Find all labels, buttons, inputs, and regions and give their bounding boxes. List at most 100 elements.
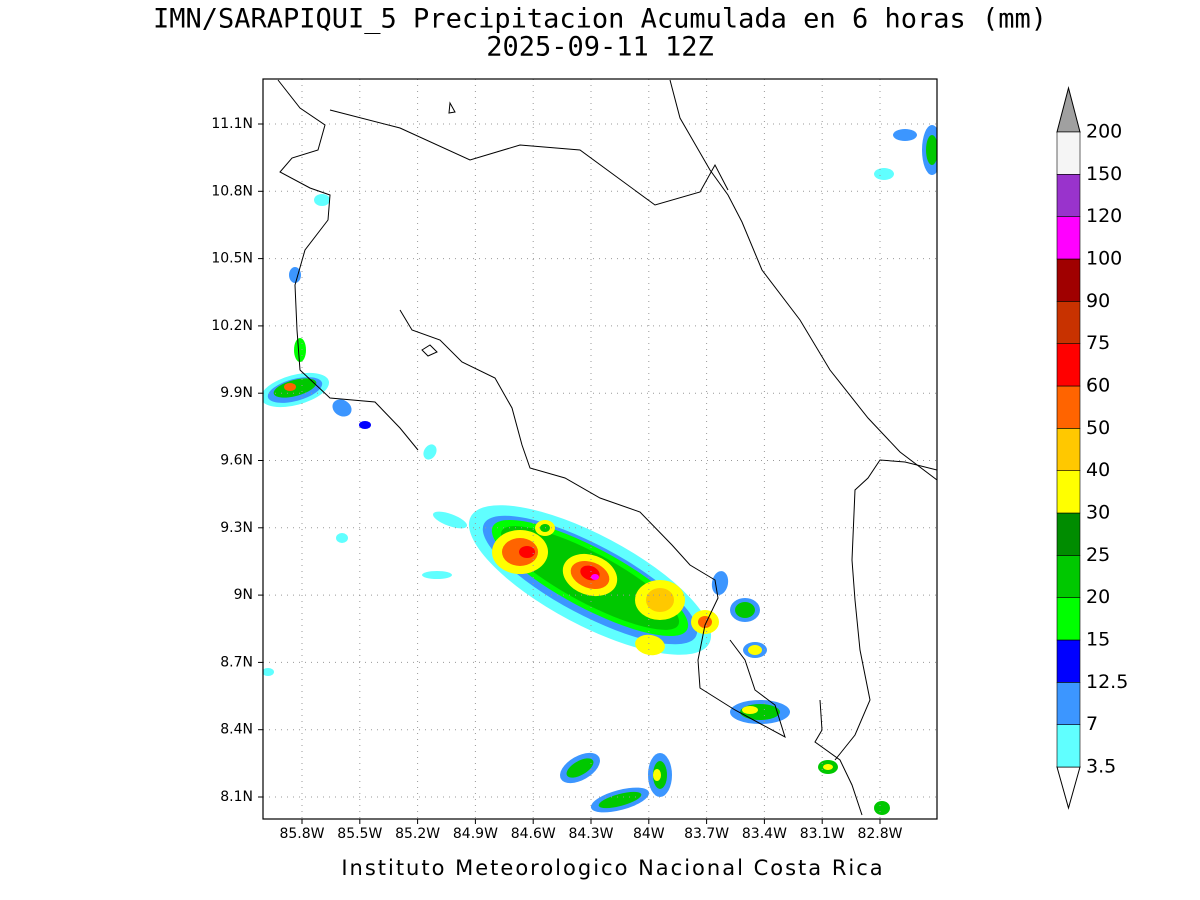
lon-label: 84W <box>633 826 665 842</box>
colorbar-segment <box>1056 428 1081 471</box>
precip-area <box>284 383 296 391</box>
colorbar-segment <box>1056 639 1081 683</box>
lat-label: 9.6N <box>220 453 253 469</box>
colorbar-below <box>1056 766 1081 810</box>
precip-area <box>748 645 762 655</box>
lat-label: 8.1N <box>220 789 253 805</box>
coastline <box>814 699 863 816</box>
colorbar-label: 120 <box>1086 205 1122 227</box>
colorbar-label: 40 <box>1086 459 1110 481</box>
colorbar-above <box>1056 86 1081 133</box>
lat-label: 9N <box>234 587 253 603</box>
colorbar-label: 50 <box>1086 417 1110 439</box>
coastline <box>834 459 937 761</box>
colorbar-segment <box>1056 682 1081 725</box>
colorbar-segment <box>1056 385 1081 429</box>
precip-area <box>289 267 301 283</box>
grid <box>258 79 937 824</box>
precip-area <box>566 758 594 778</box>
lat-label: 11.1N <box>211 116 253 132</box>
precip-area <box>314 194 330 206</box>
coastline <box>421 344 438 357</box>
precip-area <box>359 421 371 429</box>
precip-area <box>263 668 274 676</box>
precip-area <box>336 533 348 543</box>
colorbar-segment <box>1056 470 1081 514</box>
colorbar-label: 3.5 <box>1086 756 1116 778</box>
colorbar-segment <box>1056 597 1081 641</box>
colorbar-label: 200 <box>1086 121 1122 143</box>
coastlines <box>277 79 937 816</box>
lon-label: 84.6W <box>511 826 556 842</box>
lat-label: 8.4N <box>220 722 253 738</box>
lat-label: 9.9N <box>220 385 253 401</box>
coastline <box>399 309 786 739</box>
precip-area <box>698 616 712 628</box>
precip-area <box>874 801 890 815</box>
lon-label: 82.8W <box>857 826 902 842</box>
lat-label: 8.7N <box>220 654 253 670</box>
lon-label: 84.9W <box>453 826 498 842</box>
coastline <box>329 109 729 206</box>
lon-label: 83.7W <box>684 826 729 842</box>
colorbar: 3.5 7 12.5 15 20 25 30 40 50 60 75 90 100 120 150 200 <box>1056 86 1128 810</box>
precip-area <box>893 129 917 141</box>
precip-area <box>635 634 665 656</box>
precip-area <box>598 791 642 809</box>
colorbar-label: 150 <box>1086 163 1122 185</box>
colorbar-label: 100 <box>1086 248 1122 270</box>
precip-area <box>422 571 452 579</box>
colorbar-label: 20 <box>1086 586 1110 608</box>
colorbar-label: 15 <box>1086 629 1110 651</box>
colorbar-segment <box>1056 216 1081 260</box>
lat-label: 10.8N <box>211 183 253 199</box>
precip-area <box>423 444 437 460</box>
lon-label: 83.1W <box>800 826 845 842</box>
subtitle: 2025-09-11 12Z <box>486 32 714 63</box>
precip-area <box>294 338 306 362</box>
lon-label: 85.2W <box>395 826 440 842</box>
colorbar-label: 12.5 <box>1086 671 1128 693</box>
precip-area <box>519 546 535 558</box>
lat-label: 9.3N <box>220 520 253 536</box>
colorbar-segment <box>1056 555 1081 598</box>
precip-area <box>591 574 599 580</box>
precip-area <box>823 764 833 770</box>
colorbar-label: 90 <box>1086 290 1110 312</box>
colorbar-segment <box>1056 174 1081 217</box>
coastline <box>448 101 456 114</box>
colorbar-label: 60 <box>1086 375 1110 397</box>
colorbar-label: 7 <box>1086 713 1098 735</box>
lat-label: 10.5N <box>211 251 253 267</box>
precip-area <box>332 399 352 417</box>
precip-area <box>432 511 468 529</box>
precip-area <box>653 769 661 781</box>
precipitation-field <box>263 125 937 815</box>
precip-area <box>926 135 937 165</box>
precip-area <box>711 571 729 595</box>
precip-area <box>646 588 674 612</box>
precip-area <box>742 706 758 714</box>
lon-label: 85.5W <box>337 826 382 842</box>
colorbar-label: 30 <box>1086 502 1110 524</box>
coastline <box>277 79 419 451</box>
colorbar-segment <box>1056 131 1081 175</box>
lon-label: 84.3W <box>568 826 613 842</box>
precip-area <box>874 168 894 180</box>
colorbar-segment <box>1056 724 1081 768</box>
colorbar-segment <box>1056 258 1081 302</box>
lat-label: 10.2N <box>211 318 253 334</box>
colorbar-label: 25 <box>1086 544 1110 566</box>
title: IMN/SARAPIQUI_5 Precipitacion Acumulada … <box>153 4 1047 35</box>
lon-label: 83.4W <box>742 826 787 842</box>
precip-area <box>735 602 755 618</box>
lon-label: 85.8W <box>279 826 324 842</box>
colorbar-segment <box>1056 301 1081 344</box>
footer: Instituto Meteorologico Nacional Costa R… <box>341 856 884 880</box>
map-frame <box>262 78 938 820</box>
coastline <box>669 79 937 481</box>
colorbar-segment <box>1056 343 1081 387</box>
colorbar-label: 75 <box>1086 332 1110 354</box>
